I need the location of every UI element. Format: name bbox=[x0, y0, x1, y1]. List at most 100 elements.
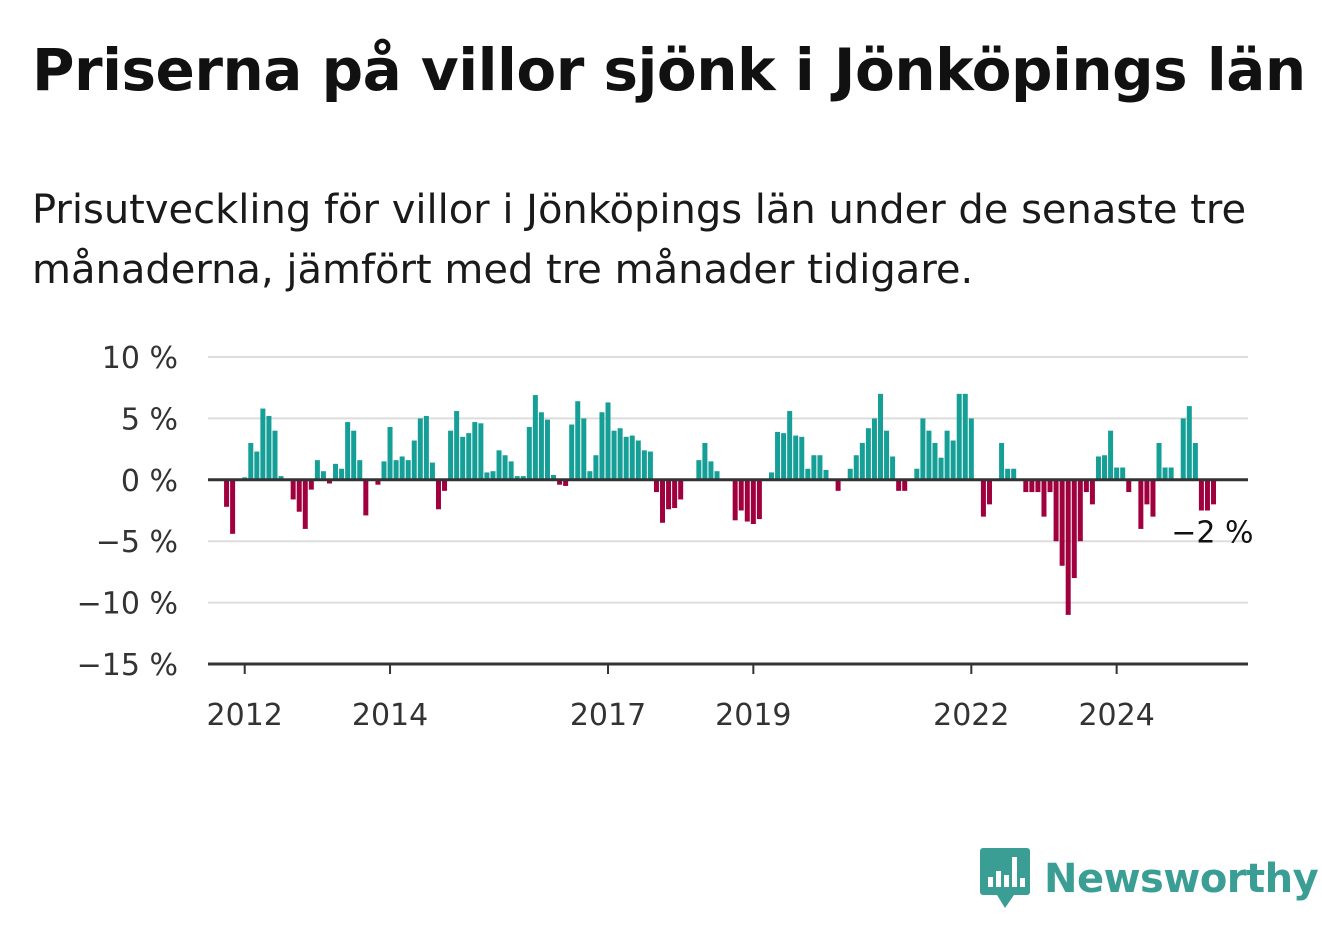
bar bbox=[1198, 479, 1204, 511]
bar bbox=[460, 436, 466, 480]
tick-labels: 10 % 5 % 0 % −5 % −10 % −15 % 2012 2014 2017 2019… bbox=[77, 341, 1254, 733]
bar bbox=[1029, 479, 1035, 493]
bar bbox=[302, 479, 308, 529]
bar bbox=[339, 468, 345, 480]
last-value-label: −2 % bbox=[1171, 515, 1253, 550]
bar bbox=[738, 479, 744, 511]
x-tick-label: 2012 bbox=[207, 698, 283, 733]
bar bbox=[678, 479, 684, 500]
bar bbox=[817, 455, 823, 480]
bar bbox=[496, 450, 502, 480]
bar bbox=[1071, 479, 1077, 579]
bar bbox=[544, 419, 550, 480]
bar bbox=[551, 474, 557, 480]
bar bbox=[448, 430, 454, 480]
bar bbox=[617, 428, 623, 480]
bar bbox=[581, 418, 587, 480]
bar-chart-speech-bubble-icon bbox=[980, 848, 1030, 908]
bar bbox=[1077, 479, 1083, 542]
bar bbox=[557, 479, 563, 485]
bar bbox=[381, 461, 387, 480]
bar bbox=[1047, 479, 1053, 493]
bar bbox=[320, 471, 326, 480]
bar bbox=[1156, 442, 1162, 480]
bar bbox=[399, 456, 405, 480]
bar bbox=[260, 408, 266, 480]
y-tick-label: 10 % bbox=[102, 341, 178, 376]
bar bbox=[363, 479, 369, 516]
bar bbox=[1102, 455, 1108, 480]
bar bbox=[1053, 479, 1059, 542]
bar bbox=[442, 479, 448, 491]
bar bbox=[962, 393, 968, 480]
bar-chart: 10 % 5 % 0 % −5 % −10 % −15 % 2012 2014 2017 2019… bbox=[77, 341, 1254, 733]
bar bbox=[968, 418, 974, 480]
bar bbox=[1138, 479, 1144, 529]
bar bbox=[417, 418, 423, 480]
bar bbox=[357, 460, 363, 480]
bar bbox=[884, 430, 890, 480]
bar bbox=[744, 479, 750, 522]
bar bbox=[454, 411, 460, 480]
bar bbox=[714, 471, 720, 480]
bar bbox=[956, 393, 962, 480]
bar bbox=[502, 455, 508, 480]
bars bbox=[224, 393, 1217, 615]
bar bbox=[732, 479, 738, 521]
bar bbox=[660, 479, 666, 523]
bar bbox=[859, 442, 865, 480]
bar bbox=[1211, 479, 1217, 505]
bar bbox=[944, 430, 950, 480]
bar bbox=[708, 461, 714, 480]
bar bbox=[853, 455, 859, 480]
brand-name: Newsworthy bbox=[1044, 856, 1319, 902]
bar bbox=[278, 476, 284, 480]
bar bbox=[599, 412, 605, 480]
bar bbox=[314, 460, 320, 480]
bar bbox=[266, 415, 272, 480]
bar bbox=[375, 479, 381, 485]
bar bbox=[623, 436, 629, 480]
bar bbox=[1186, 406, 1192, 480]
bar bbox=[1126, 479, 1132, 493]
bar bbox=[611, 430, 617, 480]
bar bbox=[1168, 467, 1174, 480]
bar bbox=[308, 479, 314, 490]
bar bbox=[653, 479, 659, 493]
bar bbox=[750, 479, 756, 525]
bar bbox=[926, 430, 932, 480]
bar bbox=[641, 450, 647, 480]
bar bbox=[1162, 467, 1168, 480]
bar bbox=[799, 436, 805, 480]
bar bbox=[1144, 479, 1150, 505]
bar bbox=[1023, 479, 1029, 493]
bar bbox=[902, 479, 908, 491]
bar bbox=[890, 456, 896, 480]
bar bbox=[986, 479, 992, 505]
bar bbox=[647, 451, 653, 480]
bar bbox=[333, 463, 339, 480]
bar bbox=[472, 422, 478, 480]
bar bbox=[224, 479, 230, 507]
bar bbox=[423, 415, 429, 480]
bar bbox=[490, 471, 496, 480]
bar bbox=[702, 442, 708, 480]
bar bbox=[793, 435, 799, 480]
bar bbox=[775, 431, 781, 480]
y-tick-label: 0 % bbox=[121, 464, 178, 499]
bar bbox=[393, 460, 399, 480]
chart-subtitle: Prisutveckling för villor i Jönköpings l… bbox=[32, 187, 1247, 293]
bar bbox=[387, 427, 393, 480]
y-tick-label: 5 % bbox=[121, 402, 178, 437]
bar bbox=[532, 395, 538, 480]
bar bbox=[429, 462, 435, 480]
bar bbox=[835, 479, 841, 491]
bar bbox=[526, 427, 532, 480]
bar bbox=[672, 479, 678, 509]
bar bbox=[345, 422, 351, 480]
bar bbox=[478, 423, 484, 480]
bar bbox=[1120, 467, 1126, 480]
bar bbox=[865, 428, 871, 480]
bar bbox=[290, 479, 296, 500]
bar bbox=[1065, 479, 1071, 615]
